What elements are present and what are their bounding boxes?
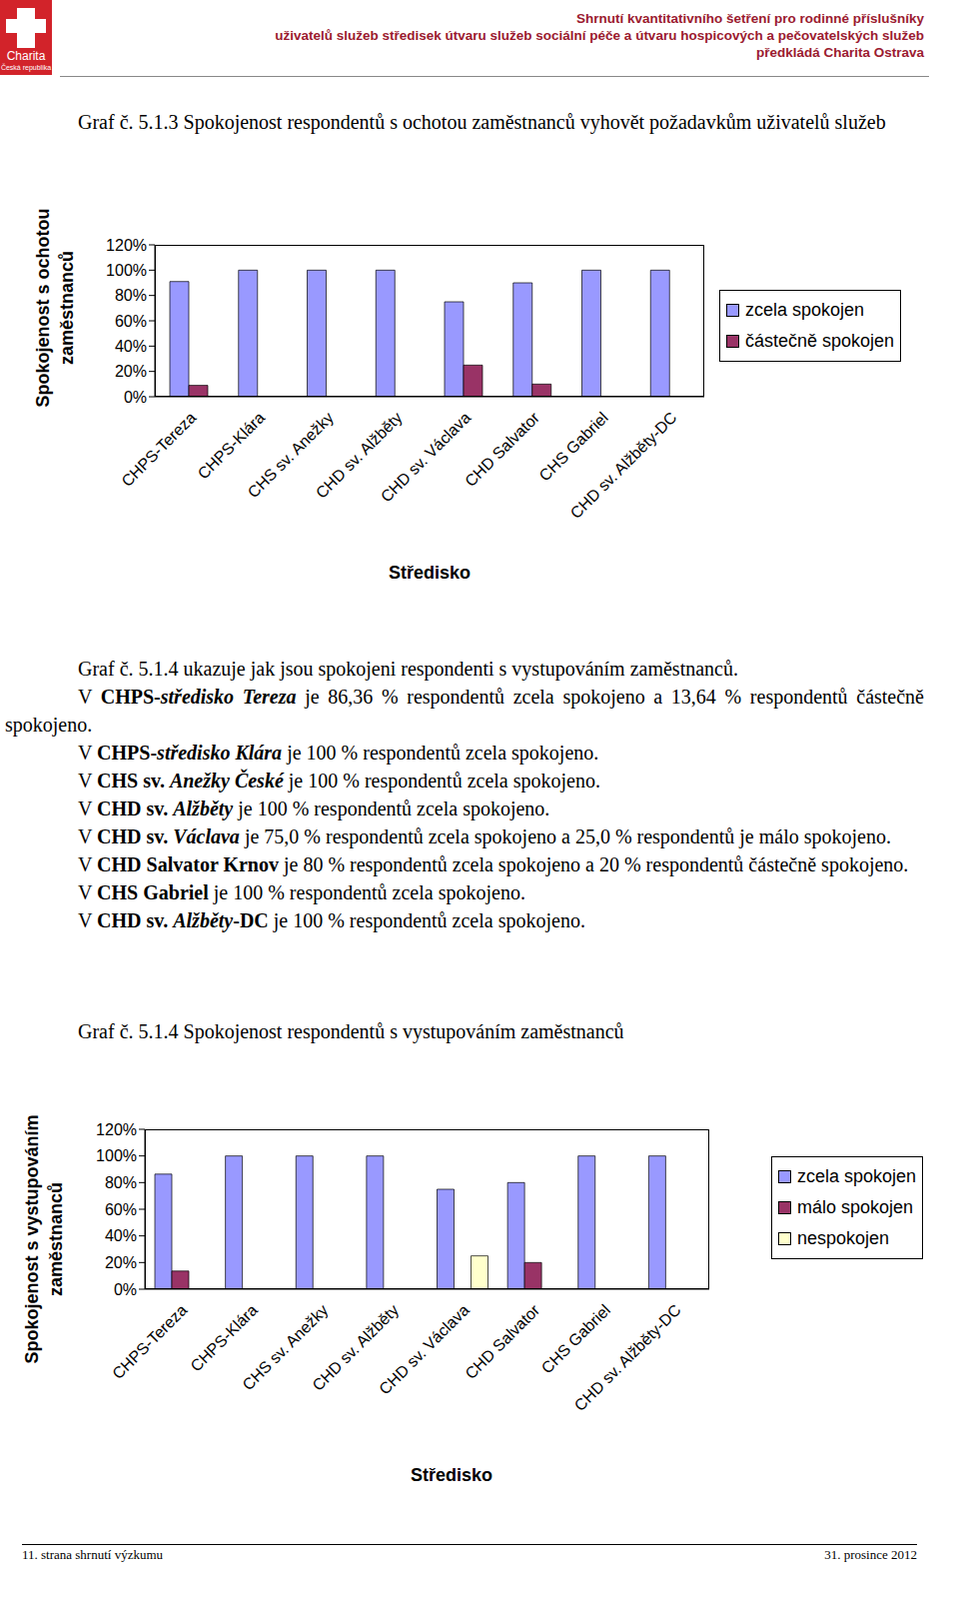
svg-text:CHD sv. Alžběty-DC: CHD sv. Alžběty-DC <box>571 1300 685 1414</box>
html-text:V CHD Salvator Krnov je 80 % r: V CHD Salvator Krnov je 80 % respondentů… <box>77 853 909 876</box>
html-text:Středisko: Středisko <box>388 562 471 583</box>
svg-text:CHPS-Klára: CHPS-Klára <box>186 1300 261 1375</box>
html-text:V CHD sv. Alžběty je 100 % res: V CHD sv. Alžběty je 100 % respondentů z… <box>77 797 550 820</box>
html-text:Charita: Charita <box>6 48 46 63</box>
svg-text:20%: 20% <box>114 362 147 380</box>
html-text:zcela spokojen: zcela spokojen <box>797 1165 917 1186</box>
svg-text:40%: 40% <box>104 1226 137 1244</box>
html-text:V CHD sv. Alžběty -DC je 100 %: V CHD sv. Alžběty -DC je 100 % responden… <box>77 909 586 932</box>
svg-text:0%: 0% <box>123 388 147 406</box>
svg-text:60%: 60% <box>114 312 147 330</box>
html-text:31. prosince 2012: 31. prosince 2012 <box>824 1546 918 1562</box>
svg-text:CHD sv. Alžběty: CHD sv. Alžběty <box>308 1300 402 1394</box>
svg-text:CHD sv. Václava: CHD sv. Václava <box>375 1300 473 1398</box>
svg-text:CHS sv. Anežky: CHS sv. Anežky <box>239 1300 332 1393</box>
svg-text:CHD Salvator: CHD Salvator <box>461 1300 544 1383</box>
html-text:Středisko: Středisko <box>410 1464 493 1485</box>
svg-text:CHS Gabriel: CHS Gabriel <box>535 408 612 485</box>
html-text:V CHS Gabriel je 100 % respond: V CHS Gabriel je 100 % respondentů zcela… <box>77 881 526 904</box>
svg-text:CHD sv. Václava: CHD sv. Václava <box>377 408 475 506</box>
html-text:V CHS sv. Anežky České je 100: V CHS sv. Anežky České je 100 % responde… <box>77 769 601 792</box>
svg-text:120%: 120% <box>95 1120 137 1138</box>
html-text:Česká republika: Česká republika <box>0 63 52 71</box>
svg-text:40%: 40% <box>114 337 147 355</box>
html-text:uživatelů služeb středisek útv: uživatelů služeb středisek útvaru služeb… <box>275 27 925 43</box>
svg-text:CHS Gabriel: CHS Gabriel <box>538 1300 615 1377</box>
svg-text:CHPS-Klára: CHPS-Klára <box>194 408 269 483</box>
html-text:Graf č. 5.1.3 Spokojenost resp: Graf č. 5.1.3 Spokojenost respondentů s … <box>77 110 886 133</box>
svg-text:80%: 80% <box>104 1173 137 1191</box>
svg-text:CHD Salvator: CHD Salvator <box>461 408 544 491</box>
html-text:V CHPS- středisko Tereza je 86: V CHPS- středisko Tereza je 86,36 % resp… <box>4 685 925 736</box>
html-text:V CHD sv. Václava je 75,0 % re: V CHD sv. Václava je 75,0 % respondentů … <box>77 825 891 848</box>
html-text:Graf č. 5.1.4 ukazuje jak jsou: Graf č. 5.1.4 ukazuje jak jsou spokojeni… <box>77 657 739 680</box>
html-text:Spokojenost s ochotou zaměstna: Spokojenost s ochotou zaměstnanců <box>32 208 77 408</box>
html-text:zcela spokojen: zcela spokojen <box>745 299 865 320</box>
html-text:Spokojenost s vystupováním zam: Spokojenost s vystupováním zaměstnanců <box>21 1114 66 1364</box>
html-text:předkládá Charita Ostrava: předkládá Charita Ostrava <box>756 44 925 60</box>
html-text:V CHPS- středisko Klára je 100: V CHPS- středisko Klára je 100 % respond… <box>77 741 599 764</box>
html-text:nespokojen: nespokojen <box>797 1227 890 1248</box>
svg-text:60%: 60% <box>104 1200 137 1218</box>
svg-text:CHS sv. Anežky: CHS sv. Anežky <box>244 408 337 501</box>
html-text:málo spokojen: málo spokojen <box>797 1196 914 1217</box>
svg-text:120%: 120% <box>105 236 147 254</box>
svg-text:CHPS-Tereza: CHPS-Tereza <box>117 408 199 490</box>
svg-text:80%: 80% <box>114 286 147 304</box>
html-text:částečně spokojen: částečně spokojen <box>745 330 895 351</box>
html-text:11. strana shrnutí výzkumu: 11. strana shrnutí výzkumu <box>21 1546 163 1562</box>
svg-text:20%: 20% <box>104 1253 137 1271</box>
svg-text:100%: 100% <box>95 1146 137 1164</box>
html-text:Graf č. 5.1.4 Spokojenost resp: Graf č. 5.1.4 Spokojenost respondentů s … <box>77 1019 624 1042</box>
svg-text:CHD sv. Alžběty: CHD sv. Alžběty <box>312 408 406 502</box>
svg-text:CHPS-Tereza: CHPS-Tereza <box>108 1300 190 1382</box>
svg-text:0%: 0% <box>113 1280 137 1298</box>
svg-text:100%: 100% <box>105 261 147 279</box>
svg-text:CHD sv. Alžběty-DC: CHD sv. Alžběty-DC <box>567 408 681 522</box>
html-text:Shrnutí kvantitativního šetřen: Shrnutí kvantitativního šetření pro rodi… <box>576 10 925 26</box>
